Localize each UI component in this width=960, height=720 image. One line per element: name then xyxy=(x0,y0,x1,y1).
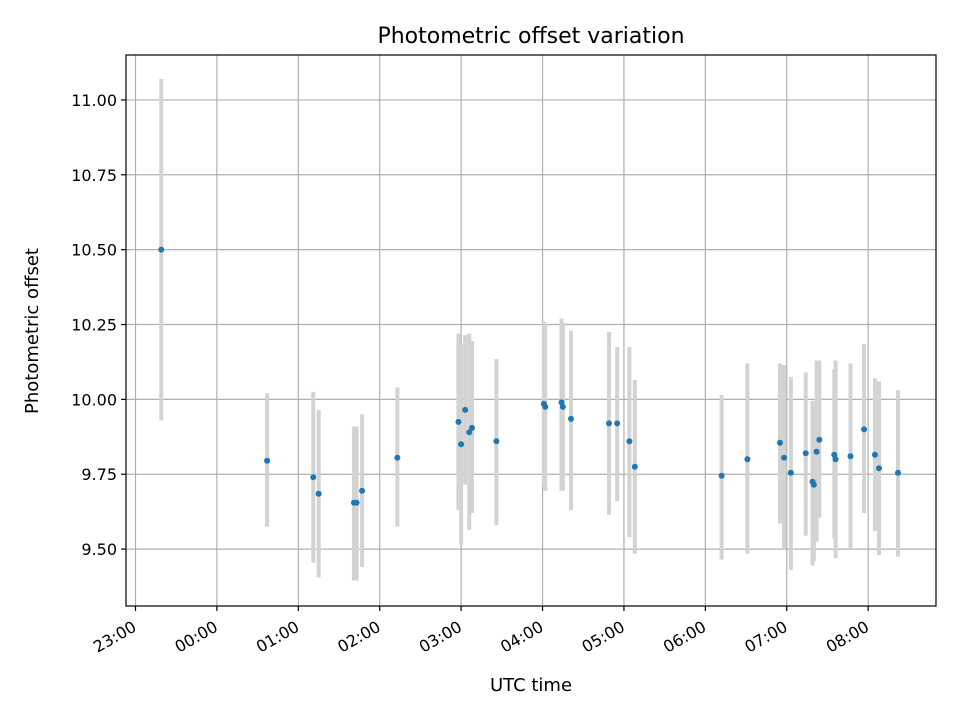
x-tick-label: 01:00 xyxy=(253,617,302,657)
y-tick-label: 10.50 xyxy=(71,241,117,260)
x-tick-label: 08:00 xyxy=(823,617,872,657)
data-point xyxy=(861,426,868,433)
data-point xyxy=(871,451,878,458)
data-point xyxy=(359,487,366,494)
data-point xyxy=(876,465,883,472)
data-point xyxy=(493,438,500,445)
data-points xyxy=(158,246,902,506)
x-tick-label: 00:00 xyxy=(171,617,220,657)
data-point xyxy=(462,406,469,413)
data-point xyxy=(394,454,401,461)
y-axis-label: Photometric offset xyxy=(22,248,43,414)
data-point xyxy=(832,456,839,463)
y-tick-label: 10.25 xyxy=(71,316,117,335)
data-point xyxy=(310,474,317,481)
data-point xyxy=(813,448,820,455)
x-tick-label: 23:00 xyxy=(90,617,139,657)
data-point xyxy=(718,472,725,479)
y-tick-label: 11.00 xyxy=(71,91,117,110)
data-point xyxy=(816,436,823,443)
data-point xyxy=(158,246,165,253)
x-tick-label: 02:00 xyxy=(334,617,383,657)
data-point xyxy=(264,457,271,464)
data-point xyxy=(466,429,473,436)
data-point xyxy=(631,463,638,470)
data-point xyxy=(776,439,783,446)
x-tick-label: 04:00 xyxy=(497,617,546,657)
y-tick-label: 10.75 xyxy=(71,166,117,185)
data-point xyxy=(542,403,549,410)
data-point xyxy=(353,499,360,506)
data-point xyxy=(559,403,566,410)
x-tick-label: 06:00 xyxy=(660,617,709,657)
y-tick-label: 10.00 xyxy=(71,390,117,409)
data-point xyxy=(781,454,788,461)
data-point xyxy=(810,481,817,488)
data-point xyxy=(895,469,902,476)
data-point xyxy=(568,415,575,422)
x-axis-label: UTC time xyxy=(490,675,572,696)
plot-frame xyxy=(125,54,937,607)
data-point xyxy=(787,469,794,476)
x-tick-label: 03:00 xyxy=(416,617,465,657)
data-point xyxy=(614,420,621,427)
y-tick-label: 9.75 xyxy=(81,465,117,484)
data-point xyxy=(455,418,462,425)
data-point xyxy=(468,424,475,431)
data-point xyxy=(626,438,633,445)
x-tick-label: 07:00 xyxy=(741,617,790,657)
error-bars xyxy=(159,78,901,581)
data-point xyxy=(744,456,751,463)
y-tick-label: 9.50 xyxy=(81,540,117,559)
data-point xyxy=(315,490,322,497)
x-tick-label: 05:00 xyxy=(579,617,628,657)
data-point xyxy=(458,441,465,448)
data-point xyxy=(606,420,613,427)
chart-title: Photometric offset variation xyxy=(377,24,684,49)
data-point xyxy=(847,453,854,460)
data-point xyxy=(802,450,809,457)
